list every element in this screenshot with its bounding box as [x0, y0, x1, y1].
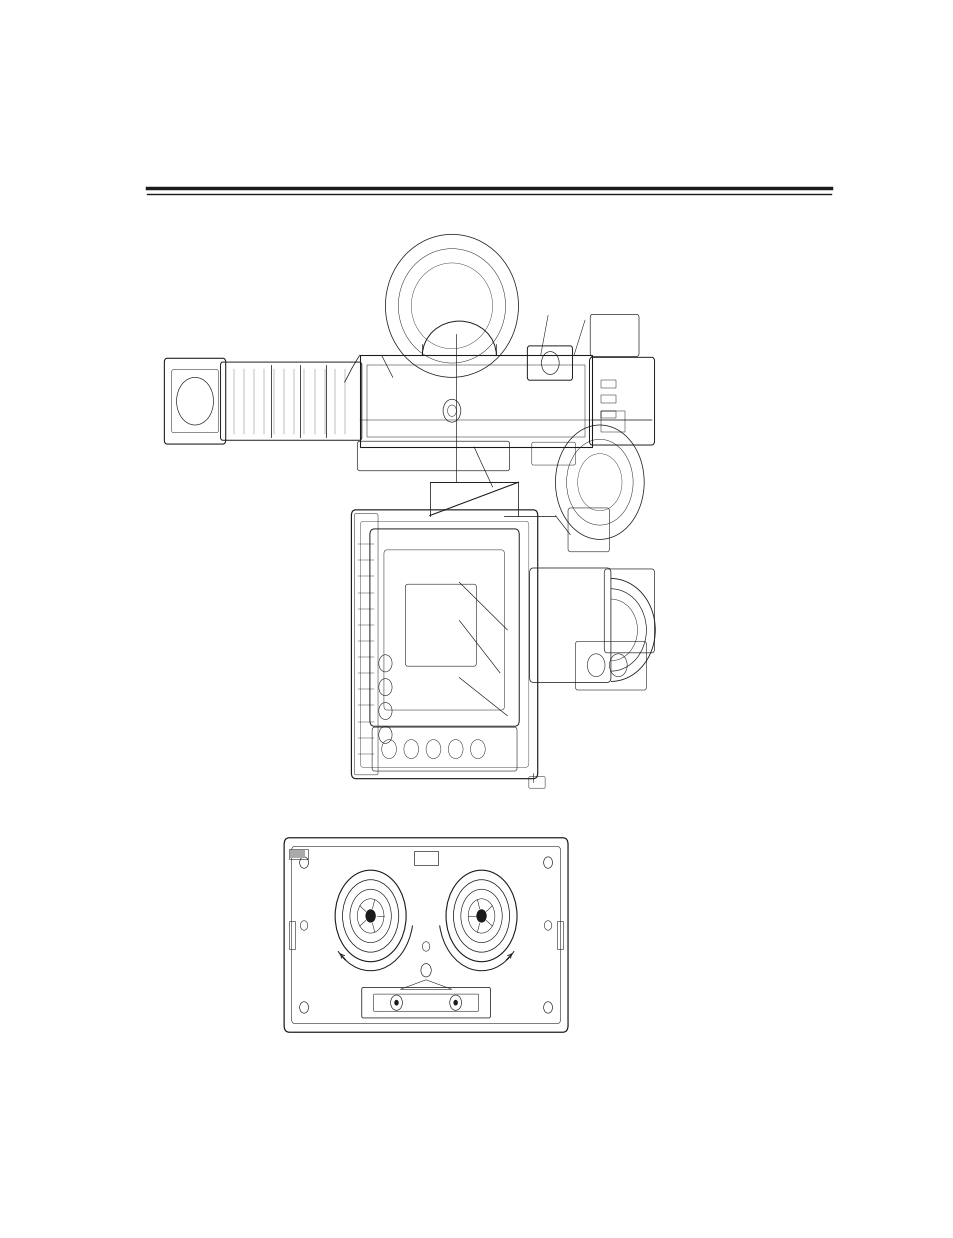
Circle shape: [394, 1000, 398, 1005]
Circle shape: [476, 909, 486, 922]
Bar: [290, 851, 305, 858]
Circle shape: [453, 1000, 457, 1005]
Bar: [600, 411, 616, 418]
Bar: [557, 921, 562, 950]
Bar: [289, 849, 308, 859]
Bar: [414, 851, 437, 865]
Bar: [600, 411, 624, 432]
Bar: [289, 921, 294, 950]
Bar: [600, 395, 616, 404]
Bar: [600, 380, 616, 387]
Circle shape: [365, 909, 375, 922]
